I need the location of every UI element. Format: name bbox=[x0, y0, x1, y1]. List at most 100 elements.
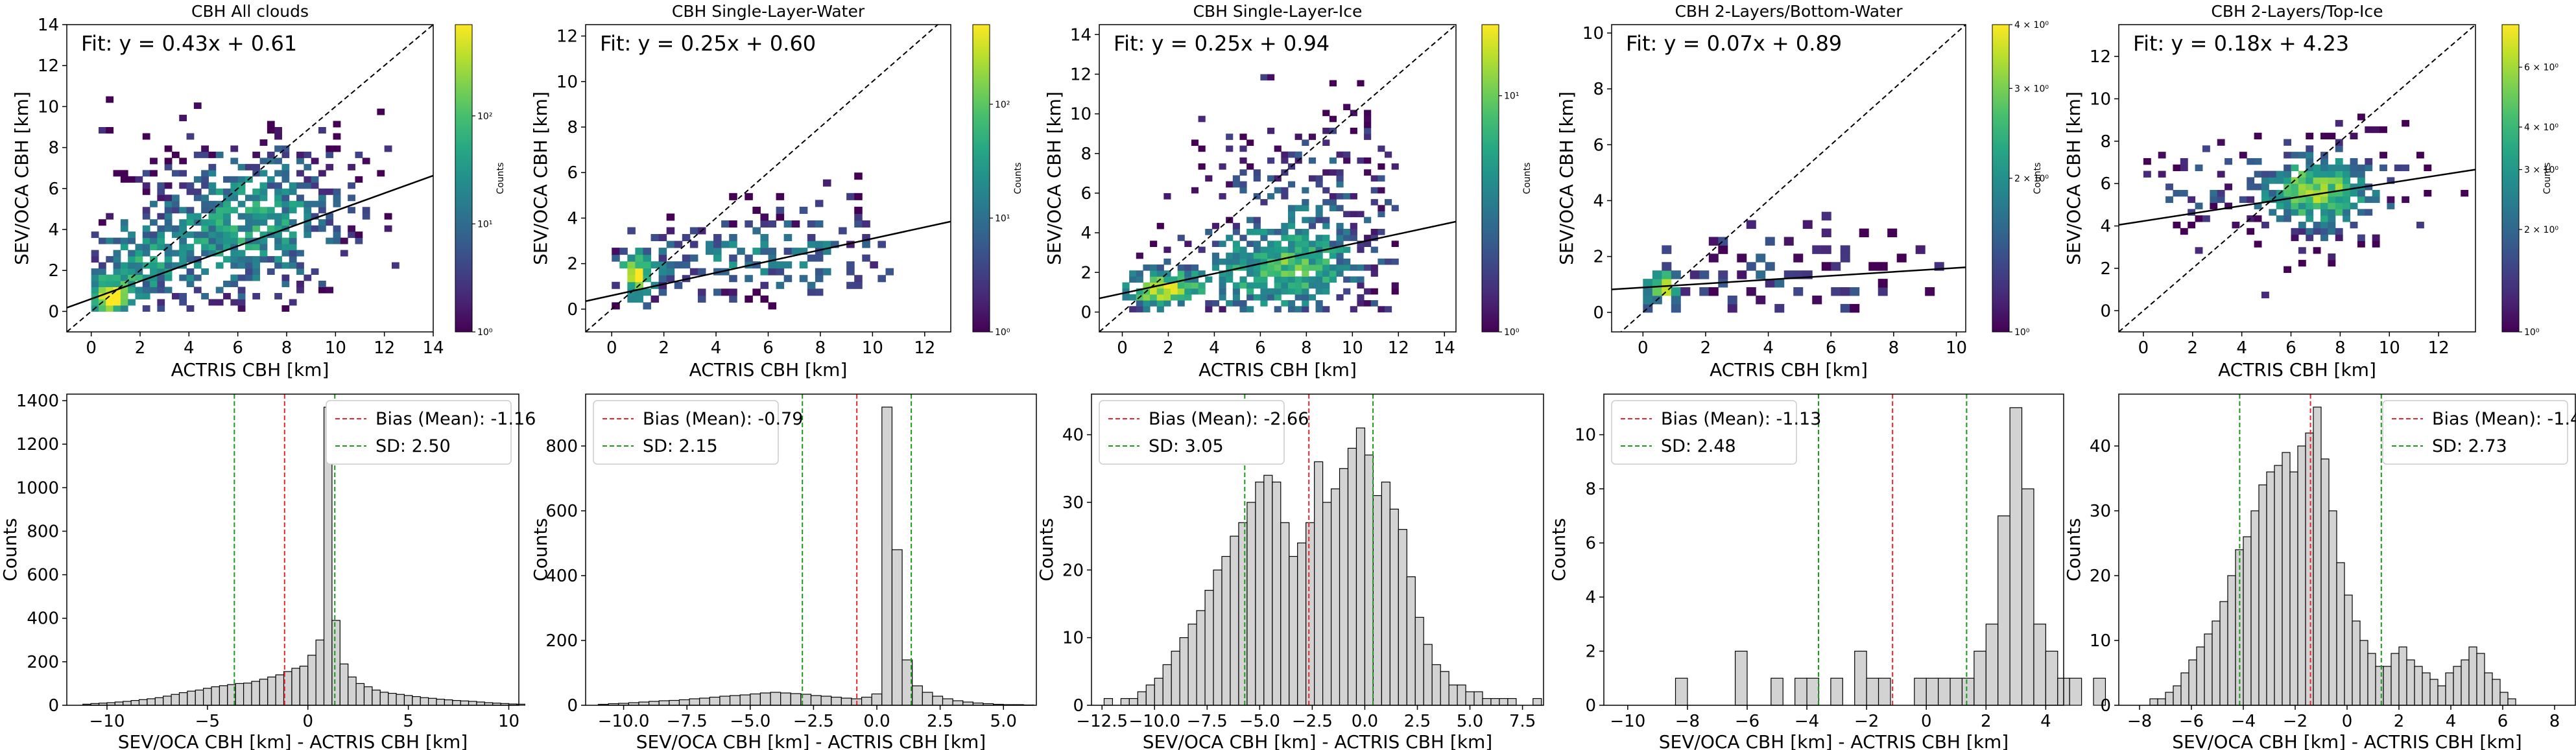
heatmap-cell bbox=[1191, 187, 1199, 194]
heatmap-cell bbox=[1831, 287, 1841, 296]
histogram-bar bbox=[770, 692, 781, 706]
heatmap-cell bbox=[230, 225, 239, 232]
heatmap-cell bbox=[1274, 258, 1282, 265]
heatmap-cell bbox=[2343, 183, 2351, 191]
heatmap-cell bbox=[1253, 276, 1261, 283]
heatmap-cell bbox=[304, 182, 312, 189]
heatmap-cell bbox=[106, 281, 114, 287]
x-tick-label: −5.0 bbox=[1239, 712, 1280, 731]
heatmap-cell bbox=[142, 274, 150, 281]
histogram-bar bbox=[1364, 454, 1374, 706]
heatmap-cell bbox=[2335, 234, 2343, 241]
heatmap-cell bbox=[2372, 240, 2380, 248]
heatmap-cell bbox=[2357, 113, 2365, 121]
heatmap-cell bbox=[193, 231, 202, 239]
heatmap-cell bbox=[713, 254, 722, 262]
heatmap-cell bbox=[289, 188, 297, 195]
x-tick-label: −10 bbox=[89, 712, 125, 731]
heatmap-cell bbox=[2313, 202, 2321, 209]
x-tick-label: 4 bbox=[2236, 338, 2247, 358]
heatmap-cell bbox=[1143, 294, 1151, 301]
heatmap-cell bbox=[2188, 196, 2196, 204]
heatmap-cell bbox=[1136, 306, 1143, 312]
heatmap-cell bbox=[106, 292, 114, 299]
heatmap-cell bbox=[179, 237, 187, 244]
heatmap-cell bbox=[2298, 189, 2306, 197]
heatmap-cell bbox=[2306, 189, 2314, 197]
heatmap-cell bbox=[318, 127, 326, 134]
heatmap-cell bbox=[157, 194, 165, 202]
heatmap-cell bbox=[1260, 199, 1268, 205]
heatmap-cell bbox=[1198, 288, 1206, 295]
y-tick-label: 6 bbox=[1080, 184, 1091, 204]
heatmap-cell bbox=[1163, 282, 1171, 289]
plot-title: CBH All clouds bbox=[191, 2, 309, 21]
plot-frame bbox=[2118, 24, 2476, 333]
heatmap-cell bbox=[1336, 240, 1344, 248]
plot-area bbox=[586, 25, 951, 332]
heatmap-cell bbox=[862, 234, 870, 242]
heatmap-cell bbox=[215, 244, 224, 251]
heatmap-cell bbox=[2180, 189, 2188, 197]
x-tick-label: −5 bbox=[195, 712, 220, 731]
histogram-bar bbox=[1675, 677, 1688, 706]
heatmap-cell bbox=[1737, 270, 1747, 279]
heatmap-cell bbox=[627, 281, 636, 289]
heatmap-cell bbox=[799, 275, 808, 283]
heatmap-cell bbox=[713, 248, 722, 255]
heatmap-cell bbox=[289, 237, 297, 244]
y-tick-label: 10 bbox=[1070, 105, 1091, 124]
heatmap-cell bbox=[267, 256, 275, 263]
heatmap-cell bbox=[274, 145, 282, 152]
y-tick-label: 4 bbox=[1585, 588, 1596, 607]
heatmap-cell bbox=[274, 182, 282, 189]
heatmap-cell bbox=[120, 268, 128, 275]
heatmap-cell bbox=[1336, 205, 1344, 211]
heatmap-cell bbox=[2261, 177, 2269, 184]
heatmap-cell bbox=[1840, 303, 1850, 313]
heatmap-cell bbox=[658, 254, 667, 262]
heatmap-cell bbox=[113, 299, 121, 306]
heatmap-cell bbox=[348, 231, 355, 239]
y-tick-label: 6 bbox=[2100, 174, 2111, 194]
heatmap-cell bbox=[2247, 228, 2255, 235]
heatmap-cell bbox=[391, 262, 400, 269]
heatmap-cell bbox=[1260, 288, 1268, 295]
heatmap-cell bbox=[721, 288, 730, 296]
histogram-bar bbox=[831, 696, 842, 706]
heatmap-cell bbox=[2254, 202, 2262, 209]
heatmap-cell bbox=[729, 240, 737, 248]
histogram-bar bbox=[699, 697, 710, 706]
histogram-bar bbox=[2289, 471, 2298, 706]
heatmap-cell bbox=[157, 287, 165, 294]
histogram-bar bbox=[468, 701, 477, 706]
y-tick-label: 6 bbox=[1593, 135, 1604, 155]
heatmap-cell bbox=[2335, 177, 2343, 184]
heatmap-cell bbox=[171, 207, 180, 214]
heatmap-cell bbox=[745, 295, 753, 303]
heatmap-cell bbox=[267, 268, 275, 275]
heatmap-cell bbox=[2298, 247, 2306, 254]
heatmap-cell bbox=[1343, 211, 1351, 218]
heatmap-cell bbox=[815, 268, 824, 275]
heatmap-cell bbox=[1267, 252, 1275, 259]
heatmap-cell bbox=[627, 261, 636, 269]
heatmap-cell bbox=[179, 115, 187, 122]
histogram-bar bbox=[678, 699, 690, 706]
heatmap-cell bbox=[120, 219, 128, 226]
heatmap-cell bbox=[252, 292, 261, 299]
heatmap-cell bbox=[2424, 189, 2432, 197]
heatmap-cell bbox=[1239, 145, 1247, 152]
heatmap-cell bbox=[230, 145, 239, 152]
heatmap-cell bbox=[1267, 157, 1275, 164]
heatmap-cell bbox=[1274, 288, 1282, 295]
heatmap-cell bbox=[2195, 202, 2203, 209]
x-tick-label: 10 bbox=[325, 338, 346, 358]
heatmap-cell bbox=[2210, 189, 2218, 197]
heatmap-cell bbox=[2328, 189, 2336, 197]
y-tick-label: 12 bbox=[556, 27, 578, 47]
heatmap-cell bbox=[1708, 287, 1719, 296]
heatmap-cell bbox=[311, 158, 319, 165]
heatmap-cell bbox=[799, 206, 808, 214]
heatmap-cell bbox=[1391, 288, 1399, 295]
